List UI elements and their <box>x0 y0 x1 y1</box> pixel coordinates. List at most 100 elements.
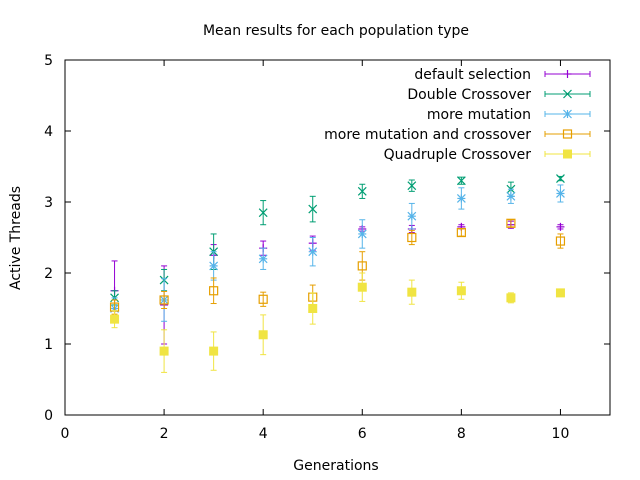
chart-title: Mean results for each population type <box>203 23 469 39</box>
marker-stroke <box>563 109 572 119</box>
marker-stroke <box>357 229 367 239</box>
marker-shape <box>562 129 573 139</box>
data-point <box>456 227 466 238</box>
marker-stroke <box>209 261 219 271</box>
marker-shape <box>159 346 169 356</box>
legend-marker <box>563 109 572 119</box>
y-tick-label: 3 <box>44 195 53 211</box>
marker-stroke <box>556 189 565 198</box>
data-point <box>506 293 516 303</box>
marker-stroke <box>456 194 466 203</box>
marker-stroke <box>407 181 417 191</box>
legend-label: more mutation and crossover <box>324 127 531 143</box>
data-point <box>308 204 318 214</box>
data-point <box>506 218 516 228</box>
marker-shape <box>555 288 565 298</box>
series-quadruple-crossover <box>110 272 565 373</box>
marker-shape <box>456 286 466 296</box>
data-point <box>357 261 367 271</box>
legend-marker <box>563 89 572 99</box>
marker-stroke <box>308 247 318 257</box>
marker-shape <box>563 149 572 159</box>
data-point <box>110 314 120 324</box>
x-tick-label: 2 <box>160 426 169 442</box>
legend-label: Quadruple Crossover <box>384 147 532 163</box>
series-more-mutation <box>110 184 565 322</box>
data-point <box>555 236 566 246</box>
data-point <box>357 186 367 196</box>
y-tick-label: 0 <box>44 408 53 424</box>
x-tick-label: 4 <box>259 426 268 442</box>
data-point <box>456 194 466 203</box>
plot-area: 0 2 4 6 8 10 0 1 2 3 4 5 <box>44 53 611 442</box>
marker-stroke <box>258 208 268 218</box>
y-tick-label: 1 <box>44 337 53 353</box>
marker-shape <box>110 314 120 324</box>
legend-label: Double Crossover <box>407 87 531 103</box>
legend: default selection Double Crossover more mu… <box>324 67 591 163</box>
data-point <box>258 254 268 264</box>
data-point <box>556 222 565 231</box>
marker-shape <box>159 295 169 305</box>
x-axis-label: Generations <box>293 458 378 474</box>
marker-shape <box>209 346 219 356</box>
legend-entry: Double Crossover <box>407 87 591 103</box>
plot-frame <box>64 59 611 416</box>
marker-shape <box>506 218 516 228</box>
legend-entry: Quadruple Crossover <box>384 147 591 163</box>
marker-shape <box>407 232 417 243</box>
data-point <box>159 295 169 305</box>
data-point <box>209 286 219 296</box>
marker-stroke <box>258 254 268 264</box>
data-point <box>308 304 318 313</box>
marker-stroke <box>407 211 417 221</box>
data-point <box>407 232 417 243</box>
marker-shape <box>209 286 219 296</box>
data-point <box>556 189 565 198</box>
y-tick-label: 4 <box>44 124 53 140</box>
legend-entry: more mutation and crossover <box>324 127 591 143</box>
data-point <box>456 176 466 186</box>
x-tick-label: 10 <box>552 426 570 442</box>
legend-entry: default selection <box>414 67 591 83</box>
legend-marker <box>562 129 573 139</box>
marker-shape <box>407 287 417 297</box>
data-point <box>357 229 367 239</box>
data-point <box>258 208 268 218</box>
marker-shape <box>357 261 367 271</box>
marker-stroke <box>556 174 565 183</box>
legend-marker <box>563 70 572 78</box>
legend-label: more mutation <box>427 107 531 123</box>
marker-shape <box>357 282 367 292</box>
y-tick-label: 2 <box>44 266 53 282</box>
data-point <box>556 174 565 183</box>
data-point <box>555 288 565 298</box>
data-point <box>407 211 417 221</box>
data-point <box>456 286 466 296</box>
marker-shape <box>258 294 268 304</box>
legend-marker <box>563 149 572 159</box>
x-tick-label: 6 <box>358 426 367 442</box>
marker-shape <box>258 330 268 340</box>
marker-stroke <box>357 186 367 196</box>
data-point <box>506 191 516 201</box>
y-axis-label: Active Threads <box>8 186 24 290</box>
data-point <box>407 287 417 297</box>
marker-shape <box>555 236 566 246</box>
legend-label: default selection <box>414 67 531 83</box>
data-point <box>407 181 417 191</box>
marker-shape <box>506 293 516 303</box>
x-tick-label: 0 <box>61 426 70 442</box>
legend-entry: more mutation <box>427 107 591 123</box>
data-point <box>258 294 268 304</box>
marker-stroke <box>563 89 572 99</box>
data-point <box>357 282 367 292</box>
y-tick-label: 5 <box>44 53 53 69</box>
marker-stroke <box>456 176 466 186</box>
marker-shape <box>456 227 466 238</box>
marker-shape <box>308 304 318 313</box>
data-point <box>209 261 219 271</box>
data-point <box>209 346 219 356</box>
